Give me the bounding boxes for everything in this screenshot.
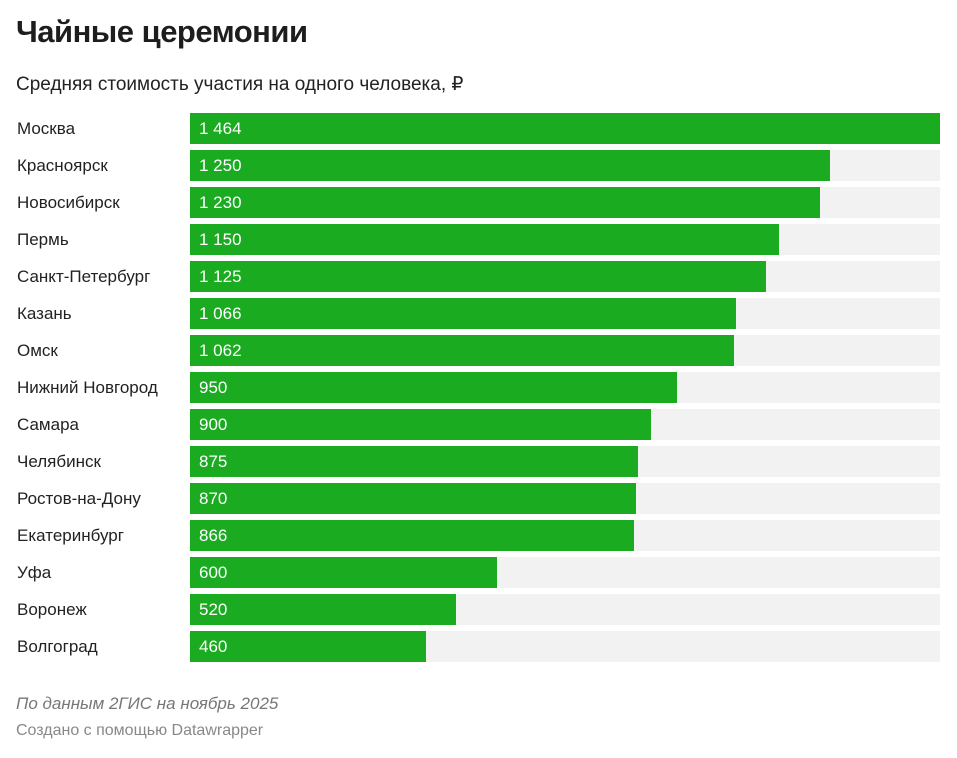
bar-track: 1 125	[190, 261, 940, 292]
chart-subtitle: Средняя стоимость участия на одного чело…	[16, 74, 464, 95]
category-label: Уфа	[17, 563, 52, 582]
bar-row: Омск 1 062	[0, 335, 957, 366]
bar-row: Воронеж 520	[0, 594, 957, 625]
bar-row: Пермь 1 150	[0, 224, 957, 255]
bar	[190, 594, 457, 625]
value-label: 1 062	[199, 341, 242, 360]
value-label: 1 150	[199, 230, 242, 249]
bar-track: 1 150	[190, 224, 940, 255]
bar-row: Челябинск 875	[0, 446, 957, 477]
value-label: 1 066	[199, 304, 242, 323]
value-label: 875	[199, 452, 228, 471]
bar-row: Ростов-на-Дону 870	[0, 483, 957, 514]
bar-track: 866	[190, 520, 940, 551]
source-note: По данным 2ГИС на ноябрь 2025	[16, 694, 279, 713]
bar-track: 600	[190, 557, 940, 588]
bar	[190, 335, 735, 366]
bar-track: 520	[190, 594, 940, 625]
bar	[190, 446, 639, 477]
bar-row: Уфа 600	[0, 557, 957, 588]
bar-track: 1 062	[190, 335, 940, 366]
bar-row: Самара 900	[0, 409, 957, 440]
bar-row: Красноярск 1 250	[0, 150, 957, 181]
bar-track: 1 464	[190, 113, 940, 144]
chart-title: Чайные церемонии	[16, 14, 308, 49]
value-label: 900	[199, 415, 228, 434]
bar	[190, 520, 634, 551]
bar-row: Казань 1 066	[0, 298, 957, 329]
bar	[190, 409, 652, 440]
credit-link[interactable]: Создано с помощью Datawrapper	[16, 722, 264, 739]
bar	[190, 113, 940, 144]
value-label: 870	[199, 489, 228, 508]
value-label: 520	[199, 600, 228, 619]
value-label: 1 464	[199, 119, 242, 138]
bar-row: Екатеринбург 866	[0, 520, 957, 551]
bar-row: Нижний Новгород 950	[0, 372, 957, 403]
bar	[190, 631, 426, 662]
bar-row: Волгоград 460	[0, 631, 957, 662]
value-label: 1 230	[199, 193, 242, 212]
category-label: Нижний Новгород	[17, 378, 158, 397]
category-label: Красноярск	[17, 156, 108, 175]
category-label: Самара	[17, 415, 79, 434]
category-label: Волгоград	[17, 637, 98, 656]
bar	[190, 261, 767, 292]
value-label: 460	[199, 637, 228, 656]
category-label: Ростов-на-Дону	[17, 489, 141, 508]
bar	[190, 187, 821, 218]
value-label: 950	[199, 378, 228, 397]
category-label: Новосибирск	[17, 193, 120, 212]
category-label: Санкт-Петербург	[17, 267, 151, 286]
bar-track: 875	[190, 446, 940, 477]
bar-track: 1 230	[190, 187, 940, 218]
bar	[190, 298, 737, 329]
value-label: 600	[199, 563, 228, 582]
bar-track: 1 250	[190, 150, 940, 181]
category-label: Воронеж	[17, 600, 87, 619]
value-label: 1 250	[199, 156, 242, 175]
bar	[190, 372, 677, 403]
bar-row: Санкт-Петербург 1 125	[0, 261, 957, 292]
bar	[190, 483, 636, 514]
bar-track: 460	[190, 631, 940, 662]
bar	[190, 224, 780, 255]
bar	[190, 150, 831, 181]
category-label: Челябинск	[17, 452, 101, 471]
bar-track: 870	[190, 483, 940, 514]
bar-track: 900	[190, 409, 940, 440]
bar	[190, 557, 498, 588]
bar-track: 950	[190, 372, 940, 403]
category-label: Омск	[17, 341, 58, 360]
category-label: Казань	[17, 304, 72, 323]
category-label: Пермь	[17, 230, 69, 249]
value-label: 1 125	[199, 267, 242, 286]
category-label: Москва	[17, 119, 76, 138]
bar-row: Москва 1 464	[0, 113, 957, 144]
value-label: 866	[199, 526, 228, 545]
bar-track: 1 066	[190, 298, 940, 329]
bar-row: Новосибирск 1 230	[0, 187, 957, 218]
category-label: Екатеринбург	[17, 526, 124, 545]
